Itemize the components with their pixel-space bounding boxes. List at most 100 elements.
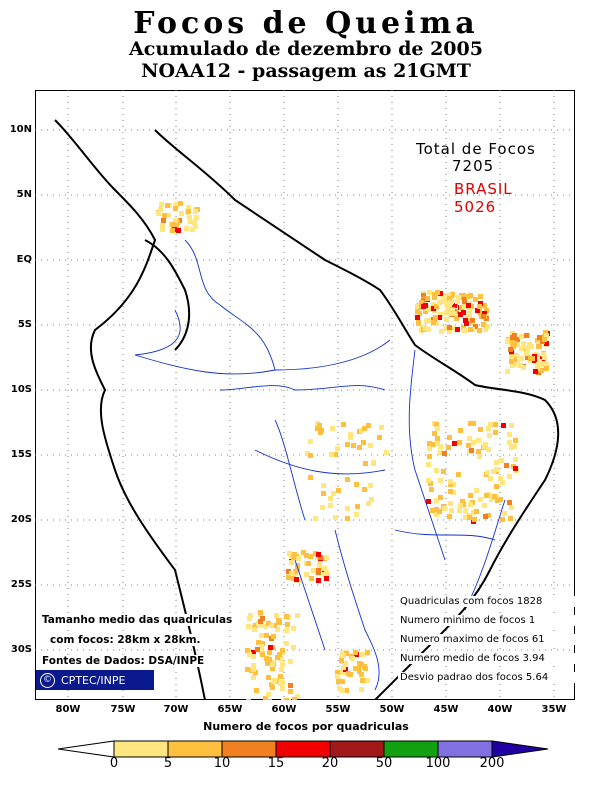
fire-cell	[444, 326, 449, 331]
fire-cell	[510, 342, 515, 347]
fire-cell	[544, 362, 549, 367]
fire-cell	[275, 655, 280, 660]
fire-cell	[348, 435, 353, 440]
fire-cell	[184, 226, 189, 231]
fire-cell	[444, 302, 449, 307]
fire-cell	[455, 299, 460, 304]
fire-cell	[448, 482, 453, 487]
fire-cell	[471, 440, 476, 445]
fire-cell	[434, 468, 439, 473]
fire-cell	[423, 309, 428, 314]
fire-cell	[369, 497, 374, 502]
fire-cell	[259, 623, 264, 628]
fire-cell	[345, 477, 350, 482]
fire-cell	[260, 616, 265, 621]
fire-cell	[501, 423, 506, 428]
fire-cell	[507, 474, 512, 479]
fire-cell	[434, 498, 439, 503]
fire-cell	[437, 509, 442, 514]
river-negro	[184, 239, 276, 371]
border-colombia-brazil	[134, 309, 181, 356]
fire-cell	[467, 515, 472, 520]
fire-cell	[384, 450, 389, 455]
fire-cell	[291, 626, 296, 631]
fire-cell	[269, 682, 274, 687]
fire-cell	[474, 509, 479, 514]
fire-cell	[286, 569, 291, 574]
fire-cell	[466, 314, 471, 319]
latitude-label: 5N	[16, 189, 32, 200]
fire-cell	[252, 627, 257, 632]
fire-cell	[331, 491, 336, 496]
colorbar-tick-label: 20	[321, 756, 339, 771]
fire-cell	[430, 508, 435, 513]
fire-cell	[340, 688, 345, 693]
fire-cell	[281, 699, 286, 700]
fire-cell	[267, 650, 272, 655]
fire-cell	[444, 317, 449, 322]
fire-cell	[498, 476, 503, 481]
fire-cell	[291, 555, 296, 560]
fire-cell	[415, 309, 420, 314]
fire-cell	[457, 508, 462, 513]
fire-cell	[258, 610, 263, 615]
fire-cell	[489, 497, 494, 502]
fire-cell	[274, 613, 279, 618]
fire-cell	[313, 516, 318, 521]
fire-cell	[435, 290, 440, 295]
fire-cell	[455, 327, 460, 332]
rivers	[134, 239, 506, 691]
fire-cell	[452, 303, 457, 308]
fire-cell	[448, 479, 453, 484]
fire-cell	[472, 517, 477, 522]
colorbar-min-arrow	[58, 740, 115, 758]
fire-cell	[432, 431, 437, 436]
fire-cell	[350, 656, 355, 661]
fire-cell	[289, 571, 294, 576]
colorbar-tick-label: 10	[213, 756, 231, 771]
fire-cell	[452, 311, 457, 316]
fire-cell	[447, 296, 452, 301]
fire-cell	[368, 483, 373, 488]
fire-cell	[344, 651, 349, 656]
fire-cell	[466, 303, 471, 308]
fire-cell	[508, 516, 513, 521]
fire-cell	[315, 555, 320, 560]
note-cell-size: Tamanho medio das quadriculas	[40, 614, 235, 626]
fire-cell	[477, 454, 482, 459]
fire-cell	[510, 335, 515, 340]
fire-cell	[341, 665, 346, 670]
fire-cell	[447, 329, 452, 334]
fire-cell	[280, 686, 285, 691]
fire-cell	[467, 436, 472, 441]
fire-cell	[427, 454, 432, 459]
fire-cell	[468, 293, 473, 298]
fire-cell	[507, 440, 512, 445]
fire-cell	[544, 341, 549, 346]
fire-cell	[259, 633, 264, 638]
fire-cell	[315, 426, 320, 431]
fire-cell	[308, 554, 313, 559]
fire-cell	[468, 321, 473, 326]
fire-cell	[515, 359, 520, 364]
fire-cell	[278, 681, 283, 686]
fire-cell	[486, 513, 491, 518]
fire-cell	[186, 205, 191, 210]
fire-cell	[419, 300, 424, 305]
note-cell-dimensions: com focos: 28km x 28km.	[48, 634, 203, 646]
river-madeira	[274, 419, 306, 521]
stat-mean-fires: Numero medio de focos 3.94	[398, 653, 580, 664]
fire-cell	[251, 675, 256, 680]
fire-cell	[263, 696, 268, 700]
fire-cell	[487, 433, 492, 438]
fire-cell	[477, 304, 482, 309]
fire-cell	[363, 461, 368, 466]
fire-cell	[463, 515, 468, 520]
brasil-label: BRASIL	[454, 180, 513, 198]
fire-cell	[319, 428, 324, 433]
fire-cell	[160, 223, 165, 228]
fire-cell	[476, 438, 481, 443]
fire-cell	[468, 421, 473, 426]
fire-cell	[357, 669, 362, 674]
fire-cell	[494, 467, 499, 472]
